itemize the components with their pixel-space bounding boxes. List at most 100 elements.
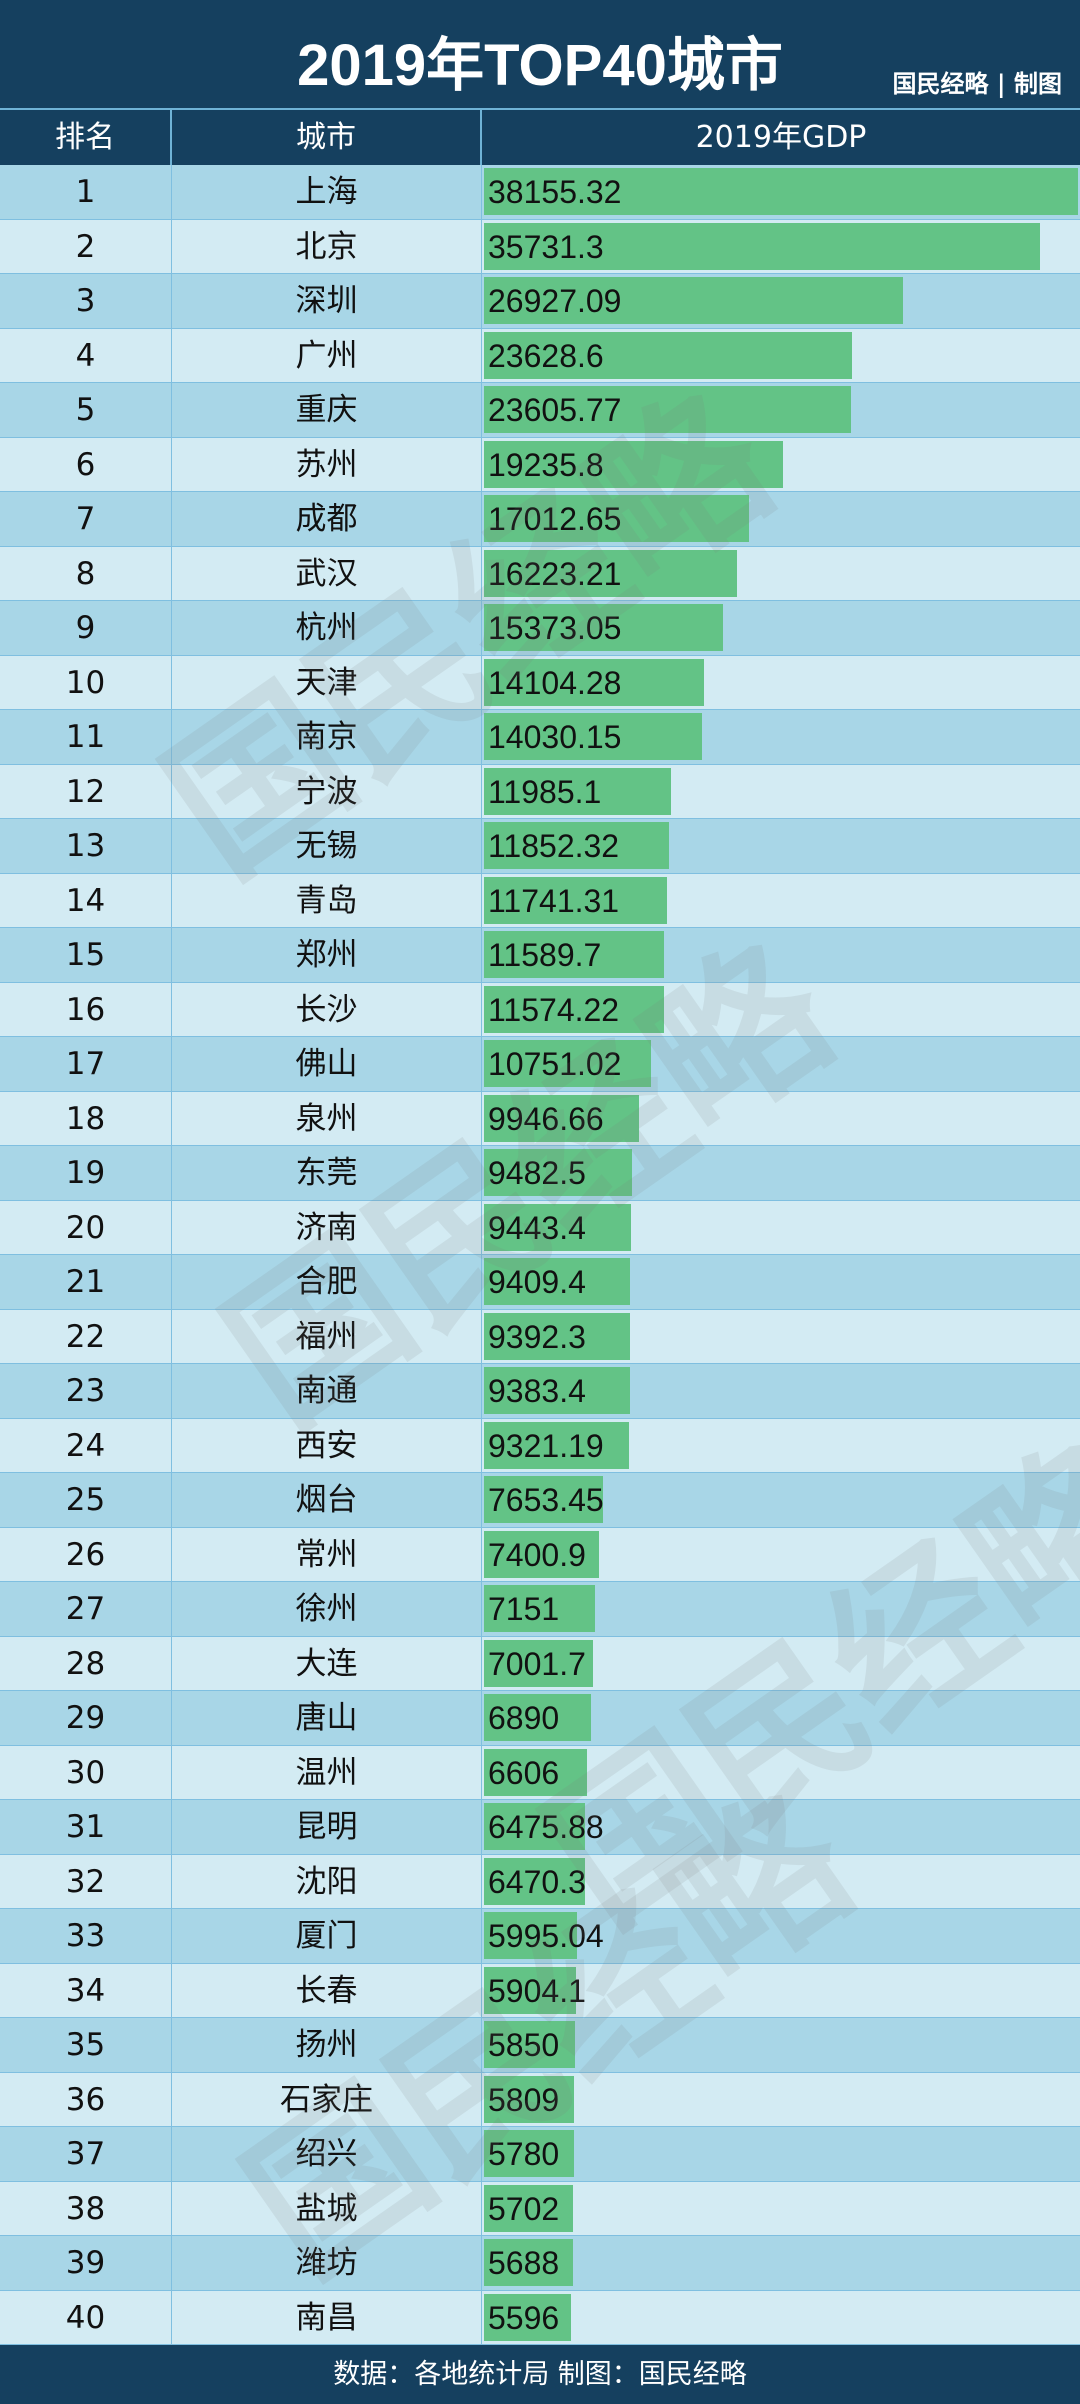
table-row: 14 青岛 11741.31 — [0, 873, 1080, 928]
rank-cell: 25 — [0, 1473, 172, 1527]
credit-label: 国民经略 | 制图 — [892, 69, 1062, 98]
city-cell: 苏州 — [172, 437, 482, 492]
table-row: 8 武汉 16223.21 — [0, 546, 1080, 601]
city-cell: 烟台 — [172, 1473, 482, 1527]
rank-cell: 1 — [0, 165, 172, 219]
rank-cell: 20 — [0, 1200, 172, 1255]
gdp-bar — [484, 1094, 639, 1142]
rank-cell: 4 — [0, 328, 172, 383]
gdp-value-label: 14030.15 — [488, 719, 622, 755]
city-cell: 长沙 — [172, 982, 482, 1037]
table-row: 16 长沙 11574.22 — [0, 982, 1080, 1037]
rank-cell: 9 — [0, 601, 172, 655]
rank-cell: 35 — [0, 2018, 172, 2072]
city-cell: 成都 — [172, 492, 482, 546]
city-cell: 温州 — [172, 1745, 482, 1800]
city-cell: 福州 — [172, 1309, 482, 1364]
rank-cell: 32 — [0, 1854, 172, 1909]
gdp-bar — [484, 1912, 578, 1959]
table-row: 18 泉州 9946.66 — [0, 1091, 1080, 1146]
gdp-value-label: 16223.21 — [488, 555, 622, 592]
gdp-bar — [484, 1312, 631, 1360]
rank-cell: 29 — [0, 1691, 172, 1745]
city-cell: 厦门 — [172, 1909, 482, 1963]
gdp-bar — [484, 876, 667, 924]
gdp-bar — [484, 495, 749, 542]
gdp-value-label: 5809 — [488, 2081, 560, 2118]
gdp-bar — [484, 1367, 631, 1414]
city-cell: 青岛 — [172, 873, 482, 928]
gdp-value-label: 5688 — [488, 2245, 560, 2281]
gdp-bar — [484, 549, 737, 597]
table-row: 21 合肥 9409.4 — [0, 1255, 1080, 1310]
city-cell: 南京 — [172, 710, 482, 764]
gdp-bar — [484, 331, 852, 379]
table-row: 6 苏州 19235.8 — [0, 437, 1080, 492]
title-band: 2019年TOP40城市 国民经略 | 制图 — [0, 0, 1080, 110]
table-row: 3 深圳 26927.09 — [0, 274, 1080, 329]
rank-cell: 3 — [0, 274, 172, 328]
gdp-bar — [484, 2130, 574, 2177]
city-cell: 宁波 — [172, 764, 482, 819]
gdp-value-label: 7400.9 — [488, 1536, 586, 1573]
table-row: 2 北京 35731.3 — [0, 219, 1080, 274]
table-row: 15 郑州 11589.7 — [0, 928, 1080, 983]
gdp-value-label: 38155.32 — [488, 174, 622, 210]
gdp-bar — [484, 1857, 585, 1905]
city-cell: 无锡 — [172, 819, 482, 873]
city-cell: 西安 — [172, 1418, 482, 1473]
header-city: 城市 — [172, 110, 482, 165]
table-row: 33 厦门 5995.04 — [0, 1909, 1080, 1964]
table-row: 37 绍兴 5780 — [0, 2127, 1080, 2182]
rank-cell: 27 — [0, 1582, 172, 1636]
gdp-value-label: 11985.1 — [488, 773, 602, 810]
gdp-bar — [484, 658, 704, 706]
gdp-value-label: 23628.6 — [488, 337, 604, 374]
city-cell: 唐山 — [172, 1691, 482, 1745]
gdp-bar — [484, 822, 669, 869]
gdp-bar — [484, 1966, 576, 2014]
rank-cell: 11 — [0, 710, 172, 764]
table-row: 20 济南 9443.4 — [0, 1200, 1080, 1255]
gdp-bar — [484, 2021, 576, 2068]
gdp-value-label: 6470.3 — [488, 1863, 586, 1900]
gdp-bar — [484, 440, 784, 488]
table-row: 12 宁波 11985.1 — [0, 764, 1080, 819]
rank-cell: 16 — [0, 982, 172, 1037]
gdp-value-label: 7151 — [488, 1591, 560, 1627]
gdp-value-label: 11574.22 — [488, 991, 620, 1028]
gdp-value-label: 15373.05 — [488, 610, 622, 646]
gdp-bar — [484, 222, 1041, 270]
gdp-value-label: 9383.4 — [488, 1373, 586, 1409]
table-row: 35 扬州 5850 — [0, 2018, 1080, 2073]
gdp-bar — [484, 985, 665, 1033]
source-footer: 数据：各地统计局 制图：国民经略 — [0, 2346, 1080, 2404]
rank-cell: 39 — [0, 2236, 172, 2290]
rank-cell: 37 — [0, 2127, 172, 2181]
table-row: 34 长春 5904.1 — [0, 1963, 1080, 2018]
city-cell: 武汉 — [172, 546, 482, 601]
rank-cell: 19 — [0, 1146, 172, 1200]
gdp-value-label: 11589.7 — [488, 937, 602, 973]
rank-cell: 17 — [0, 1037, 172, 1091]
gdp-value-label: 9482.5 — [488, 1155, 586, 1191]
rank-cell: 12 — [0, 764, 172, 819]
rank-cell: 2 — [0, 219, 172, 274]
gdp-bar — [484, 767, 671, 815]
table-row: 22 福州 9392.3 — [0, 1309, 1080, 1364]
city-cell: 济南 — [172, 1200, 482, 1255]
table-row: 30 温州 6606 — [0, 1745, 1080, 1800]
gdp-bar — [484, 1748, 587, 1796]
rank-cell: 26 — [0, 1527, 172, 1582]
city-cell: 扬州 — [172, 2018, 482, 2072]
table-row: 24 西安 9321.19 — [0, 1418, 1080, 1473]
gdp-value-label: 23605.77 — [488, 392, 622, 428]
gdp-value-label: 10751.02 — [488, 1046, 622, 1082]
header-gdp: 2019年GDP — [695, 120, 867, 155]
gdp-bar — [484, 1694, 592, 1741]
city-cell: 合肥 — [172, 1255, 482, 1309]
city-cell: 广州 — [172, 328, 482, 383]
table-row: 23 南通 9383.4 — [0, 1364, 1080, 1419]
table-row: 25 烟台 7653.45 — [0, 1473, 1080, 1528]
city-cell: 长春 — [172, 1963, 482, 2018]
